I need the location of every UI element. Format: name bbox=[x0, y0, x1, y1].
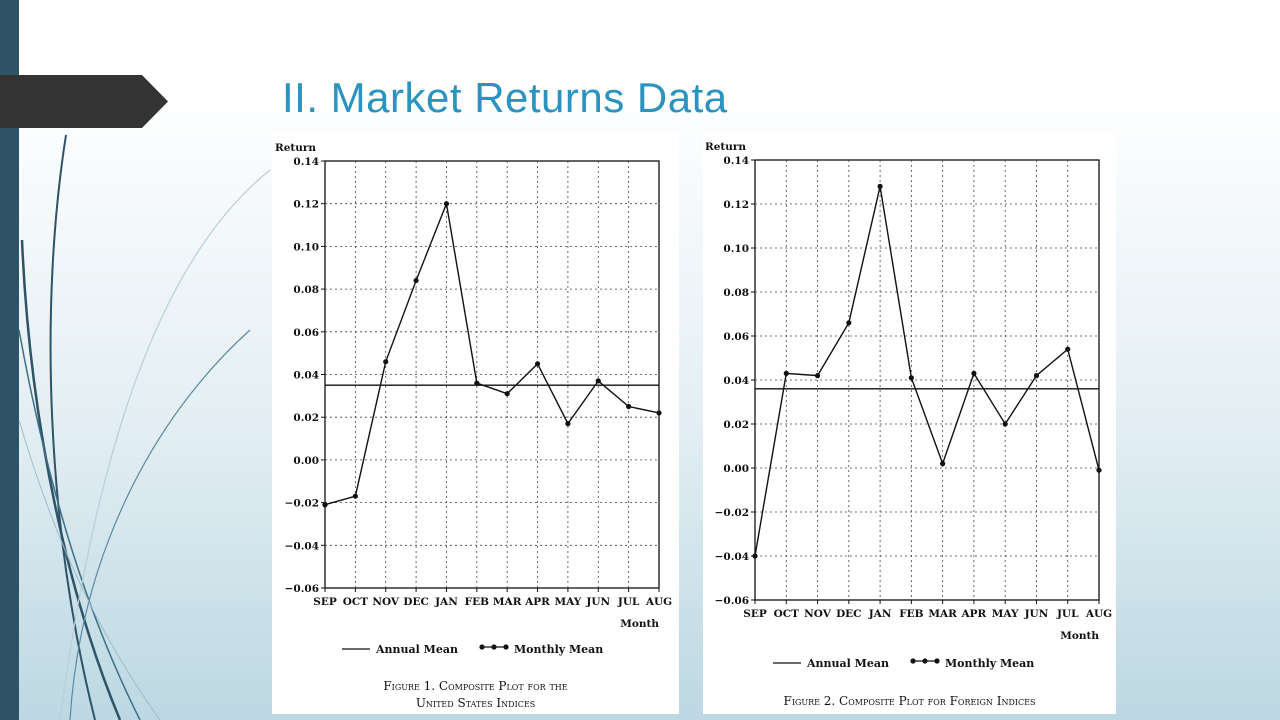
y-tick-label: 0.06 bbox=[293, 327, 319, 339]
x-tick-label: JUN bbox=[585, 596, 610, 608]
chart-1-svg: 0.14 0.12 0.10 0.08 0.06 0.04 0.02 0.00 −0.02 −0.… bbox=[275, 142, 672, 656]
slide-title: II. Market Returns Data bbox=[282, 74, 728, 121]
legend-monthly-label: Monthly Mean bbox=[945, 657, 1034, 670]
legend-annual-label: Annual Mean bbox=[806, 657, 889, 670]
y-tick-label: 0.04 bbox=[723, 375, 749, 387]
figure-1-caption: Figure 1. Composite Plot for the United … bbox=[272, 678, 679, 712]
x-tick-label: APR bbox=[961, 608, 987, 620]
y-axis-label: Return bbox=[705, 141, 746, 153]
x-tick-label: NOV bbox=[372, 596, 400, 608]
y-tick-label: −0.02 bbox=[715, 507, 749, 519]
x-tick-label: JUN bbox=[1024, 608, 1049, 620]
legend-monthly-dot bbox=[503, 644, 509, 650]
figure-2-caption-line1: Figure 2. Composite Plot for Foreign Ind… bbox=[783, 694, 1036, 708]
x-axis-label: Month bbox=[620, 618, 659, 630]
monthly-mean-point bbox=[814, 373, 821, 379]
figure-2-caption: Figure 2. Composite Plot for Foreign Ind… bbox=[703, 693, 1116, 710]
x-tick-label: OCT bbox=[343, 596, 369, 608]
x-tick-label: SEP bbox=[313, 596, 337, 608]
monthly-mean-point bbox=[1065, 346, 1071, 352]
left-accent-bar bbox=[0, 0, 19, 720]
x-tick-label: DEC bbox=[403, 596, 428, 608]
monthly-mean-point bbox=[413, 277, 419, 284]
x-tick-label: JUL bbox=[617, 596, 640, 608]
y-tick-label: −0.06 bbox=[285, 583, 319, 595]
chart-2-svg: 0.14 0.12 0.10 0.08 0.06 0.04 0.02 0.00 −0.02 −0.… bbox=[705, 141, 1112, 670]
y-tick-label: 0.00 bbox=[723, 463, 749, 475]
monthly-mean-point bbox=[656, 410, 662, 416]
y-tick-label: 0.02 bbox=[293, 412, 319, 424]
y-tick-label: 0.14 bbox=[293, 156, 319, 168]
monthly-mean-point bbox=[908, 375, 914, 381]
monthly-mean-point bbox=[971, 370, 977, 376]
y-tick-label: 0.06 bbox=[723, 331, 749, 343]
monthly-mean-point bbox=[474, 380, 480, 386]
x-tick-label: AUG bbox=[1085, 608, 1112, 620]
x-tick-label: FEB bbox=[899, 608, 923, 620]
monthly-mean-point bbox=[565, 421, 571, 427]
figure-1-caption-line1: Figure 1. Composite Plot for the bbox=[383, 679, 568, 693]
x-tick-label: JUL bbox=[1056, 608, 1079, 620]
y-tick-label: 0.12 bbox=[723, 199, 749, 211]
y-tick-label: −0.04 bbox=[715, 551, 749, 563]
y-tick-label: 0.04 bbox=[293, 370, 319, 382]
y-tick-label: −0.04 bbox=[285, 540, 319, 552]
figure-1-caption-line2: United States Indices bbox=[415, 696, 536, 710]
y-tick-label: −0.06 bbox=[715, 595, 749, 607]
legend-annual-label: Annual Mean bbox=[375, 643, 458, 656]
x-tick-label: FEB bbox=[465, 596, 489, 608]
legend-monthly-dot bbox=[491, 644, 497, 650]
x-tick-label: AUG bbox=[645, 596, 672, 608]
monthly-mean-point bbox=[626, 403, 632, 410]
x-tick-label: SEP bbox=[743, 608, 767, 620]
monthly-mean-point bbox=[846, 320, 852, 326]
monthly-mean-point bbox=[940, 461, 946, 467]
y-tick-label: 0.08 bbox=[723, 287, 749, 299]
legend-monthly-label: Monthly Mean bbox=[514, 643, 603, 656]
legend-monthly-dot bbox=[934, 658, 940, 664]
x-tick-label: APR bbox=[524, 596, 550, 608]
title-tab-arrow bbox=[0, 75, 168, 128]
figure-1-us-indices: 0.14 0.12 0.10 0.08 0.06 0.04 0.02 0.00 −0.02 −0.… bbox=[272, 133, 679, 714]
y-tick-label: 0.08 bbox=[293, 284, 319, 296]
y-tick-label: 0.10 bbox=[723, 243, 749, 255]
monthly-mean-point bbox=[1002, 421, 1008, 427]
monthly-mean-point bbox=[783, 370, 789, 376]
x-tick-label: JAN bbox=[868, 608, 892, 620]
monthly-mean-point bbox=[534, 361, 541, 367]
y-tick-label: 0.00 bbox=[293, 455, 319, 467]
monthly-mean-point bbox=[322, 502, 328, 508]
monthly-mean-point bbox=[877, 183, 883, 189]
x-tick-label: MAR bbox=[928, 608, 957, 620]
monthly-mean-point bbox=[504, 391, 510, 397]
monthly-mean-line bbox=[754, 186, 1100, 557]
x-tick-label: MAY bbox=[555, 596, 582, 608]
figure-2-foreign-indices: 0.14 0.12 0.10 0.08 0.06 0.04 0.02 0.00 −0.02 −0.… bbox=[703, 133, 1116, 714]
x-tick-label: MAR bbox=[493, 596, 522, 608]
legend-monthly-dot bbox=[922, 658, 928, 664]
monthly-mean-point bbox=[352, 493, 358, 499]
y-axis-label: Return bbox=[275, 142, 316, 154]
monthly-mean-point bbox=[443, 201, 450, 207]
monthly-mean-point bbox=[383, 359, 389, 365]
x-tick-label: JAN bbox=[434, 596, 458, 608]
y-tick-label: 0.10 bbox=[293, 241, 319, 253]
y-tick-label: 0.02 bbox=[723, 419, 749, 431]
monthly-mean-point bbox=[1096, 467, 1102, 473]
decorative-swoosh bbox=[18, 134, 271, 720]
legend-monthly-dot bbox=[479, 644, 485, 650]
y-tick-label: −0.02 bbox=[285, 498, 319, 510]
legend-monthly-dot bbox=[910, 658, 916, 664]
y-tick-label: 0.12 bbox=[293, 199, 319, 211]
x-tick-label: MAY bbox=[992, 608, 1019, 620]
x-tick-label: DEC bbox=[836, 608, 861, 620]
x-tick-label: OCT bbox=[774, 608, 800, 620]
monthly-mean-point bbox=[595, 378, 601, 384]
x-tick-label: NOV bbox=[804, 608, 832, 620]
x-axis-label: Month bbox=[1060, 630, 1099, 642]
y-tick-label: 0.14 bbox=[723, 155, 749, 167]
monthly-mean-point bbox=[752, 553, 758, 559]
monthly-mean-point bbox=[1033, 373, 1040, 379]
